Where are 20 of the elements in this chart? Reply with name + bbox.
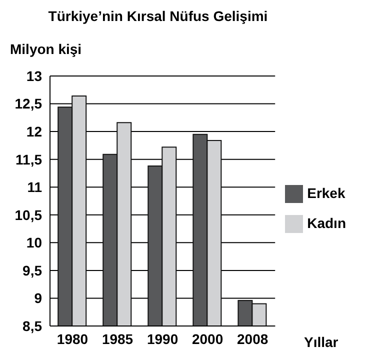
legend-label: Erkek [307, 185, 346, 201]
x-tick-label: 2008 [237, 330, 268, 347]
x-tick-label: 1990 [146, 330, 178, 347]
chart-title: Türkiye’nin Kırsal Nüfus Gelişimi [47, 8, 269, 24]
y-tick-label: 9 [34, 290, 42, 306]
y-tick-label: 12,5 [14, 96, 42, 112]
y-tick-label: 13 [26, 68, 42, 84]
y-tick-label: 8,5 [22, 318, 42, 334]
x-axis-title: Yıllar [304, 334, 338, 350]
y-tick-label: 12 [26, 124, 42, 140]
x-tick-label: 1985 [102, 330, 134, 347]
x-tick-label: 1980 [56, 330, 88, 347]
y-tick-label: 11 [27, 179, 42, 196]
y-tick-label: 10,5 [14, 206, 42, 223]
y-tick-label: 11,5 [16, 151, 42, 168]
y-axis-title: Milyon kişi [10, 41, 82, 57]
x-tick-label: 2000 [192, 330, 224, 347]
legend-label: Kadın [307, 215, 346, 231]
y-tick-label: 9,5 [22, 262, 42, 278]
y-tick-label: 10 [26, 234, 42, 251]
